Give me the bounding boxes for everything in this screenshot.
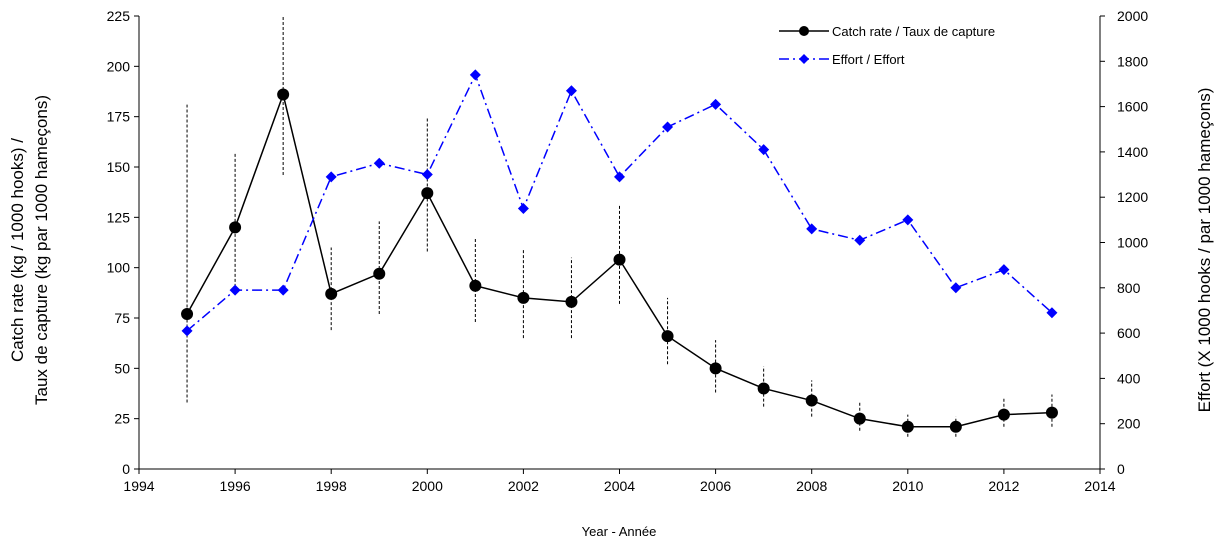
data-point-catch-rate xyxy=(853,412,866,425)
left-y-tick-label: 175 xyxy=(107,109,131,125)
right-y-tick-label: 1800 xyxy=(1117,53,1148,69)
left-y-tick-label: 225 xyxy=(107,8,131,24)
data-point-catch-rate xyxy=(613,253,626,266)
x-tick-label: 2000 xyxy=(412,478,443,494)
series-line-group xyxy=(186,72,1053,428)
data-point-catch-rate xyxy=(1045,406,1058,419)
data-point-catch-rate xyxy=(565,295,578,308)
legend-label-catch-rate: Catch rate / Taux de capture xyxy=(832,24,995,39)
right-y-tick-label: 2000 xyxy=(1117,8,1148,24)
data-point-effort xyxy=(710,98,722,110)
data-point-catch-rate xyxy=(661,330,674,343)
x-tick-label: 2008 xyxy=(796,478,827,494)
marker-group xyxy=(181,69,1058,433)
x-tick-label: 2012 xyxy=(988,478,1019,494)
legend-marker-effort xyxy=(799,54,809,64)
data-point-effort xyxy=(662,121,674,133)
left-y-tick-label: 50 xyxy=(114,360,130,376)
data-point-catch-rate xyxy=(181,307,194,320)
data-point-catch-rate xyxy=(949,420,962,433)
data-point-effort xyxy=(325,171,337,183)
left-y-tick-label: 75 xyxy=(114,310,130,326)
data-point-catch-rate xyxy=(229,221,242,234)
data-point-effort xyxy=(421,169,433,181)
data-point-effort xyxy=(1046,307,1058,319)
left-axis-title-line2: Taux de capture (kg par 1000 hameçons) xyxy=(32,95,51,405)
data-point-catch-rate xyxy=(997,408,1010,421)
left-y-tick-label: 200 xyxy=(107,58,131,74)
data-point-effort xyxy=(565,85,577,97)
data-point-effort xyxy=(517,203,529,215)
right-y-tick-label: 200 xyxy=(1117,416,1141,432)
left-y-tick-label: 25 xyxy=(114,411,130,427)
x-tick-label: 2006 xyxy=(700,478,731,494)
right-y-tick-label: 1000 xyxy=(1117,235,1148,251)
data-point-effort xyxy=(998,264,1010,276)
error-bar-group xyxy=(186,16,1053,437)
x-tick-label: 2010 xyxy=(892,478,923,494)
data-point-effort xyxy=(758,144,770,156)
x-tick-label: 1998 xyxy=(316,478,347,494)
tick-group: 1994 1996 1998 2000 2002 2004 2006 2008 2010 2012… xyxy=(107,8,1149,494)
data-point-effort xyxy=(373,157,385,169)
data-point-catch-rate xyxy=(469,279,482,292)
data-point-catch-rate xyxy=(517,291,530,304)
data-point-catch-rate xyxy=(709,362,722,375)
right-y-tick-label: 1400 xyxy=(1117,144,1148,160)
x-axis-title: Year - Année xyxy=(582,524,657,539)
data-point-catch-rate xyxy=(901,420,914,433)
left-y-tick-label: 0 xyxy=(122,461,130,477)
data-point-catch-rate xyxy=(373,267,386,280)
legend: Catch rate / Taux de capture Effort / Ef… xyxy=(779,24,995,67)
right-y-tick-label: 1600 xyxy=(1117,99,1148,115)
right-y-tick-label: 1200 xyxy=(1117,189,1148,205)
data-point-effort xyxy=(277,284,289,296)
data-point-catch-rate xyxy=(421,187,434,200)
data-point-effort xyxy=(614,171,625,183)
x-tick-label: 1994 xyxy=(123,478,154,494)
data-point-catch-rate xyxy=(277,88,290,101)
data-point-effort xyxy=(229,284,241,296)
x-tick-label: 2002 xyxy=(508,478,539,494)
data-point-effort xyxy=(854,234,866,246)
legend-marker-catch-rate xyxy=(799,26,809,36)
data-point-effort xyxy=(806,223,818,235)
legend-label-effort: Effort / Effort xyxy=(832,52,905,67)
left-y-tick-label: 150 xyxy=(107,159,131,175)
left-y-tick-label: 125 xyxy=(107,209,131,225)
data-point-catch-rate xyxy=(757,382,770,395)
data-point-effort xyxy=(950,282,962,294)
left-axis-title-line1: Catch rate (kg / 1000 hooks) / xyxy=(8,138,27,362)
data-point-catch-rate xyxy=(325,287,338,300)
right-y-tick-label: 400 xyxy=(1117,370,1141,386)
data-point-effort xyxy=(181,325,193,337)
right-y-tick-label: 0 xyxy=(1117,461,1125,477)
data-point-effort xyxy=(902,214,914,226)
x-tick-label: 2014 xyxy=(1084,478,1115,494)
x-tick-label: 1996 xyxy=(220,478,251,494)
left-y-tick-label: 100 xyxy=(107,260,131,276)
right-y-tick-label: 800 xyxy=(1117,280,1141,296)
right-axis-title: Effort (X 1000 hooks / par 1000 hameçons… xyxy=(1195,88,1214,413)
x-tick-label: 2004 xyxy=(604,478,635,494)
data-point-effort xyxy=(469,69,481,81)
data-point-catch-rate xyxy=(805,394,818,407)
right-y-tick-label: 600 xyxy=(1117,325,1141,341)
